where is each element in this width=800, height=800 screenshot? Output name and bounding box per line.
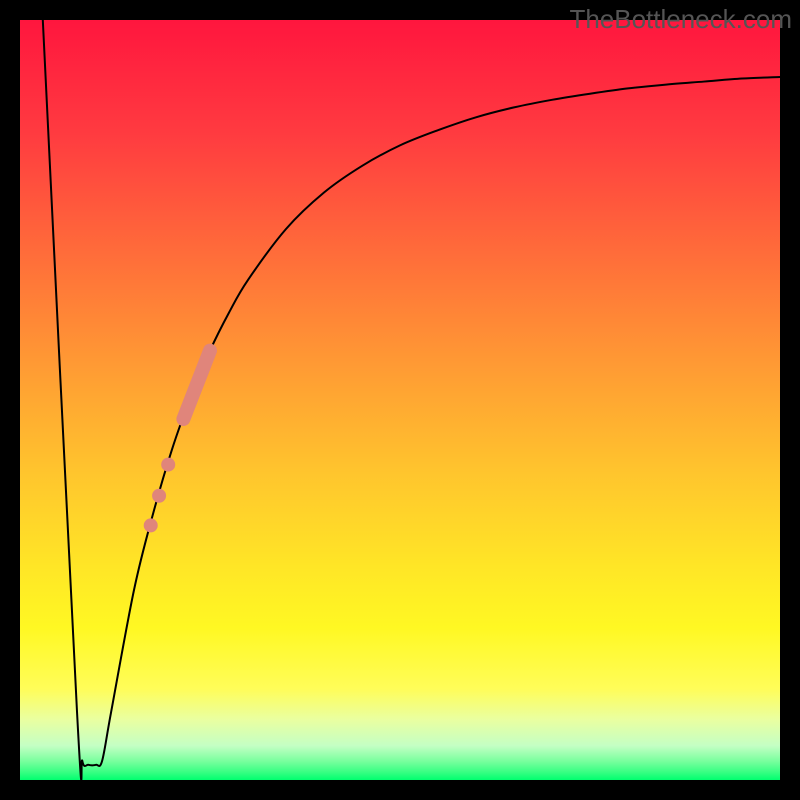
- plot-background: [20, 20, 780, 780]
- chart-container: TheBottleneck.com: [0, 0, 800, 800]
- watermark-text: TheBottleneck.com: [569, 4, 792, 35]
- overlay-point: [161, 458, 175, 472]
- bottleneck-chart: [0, 0, 800, 800]
- overlay-point: [144, 518, 158, 532]
- overlay-point: [152, 489, 166, 503]
